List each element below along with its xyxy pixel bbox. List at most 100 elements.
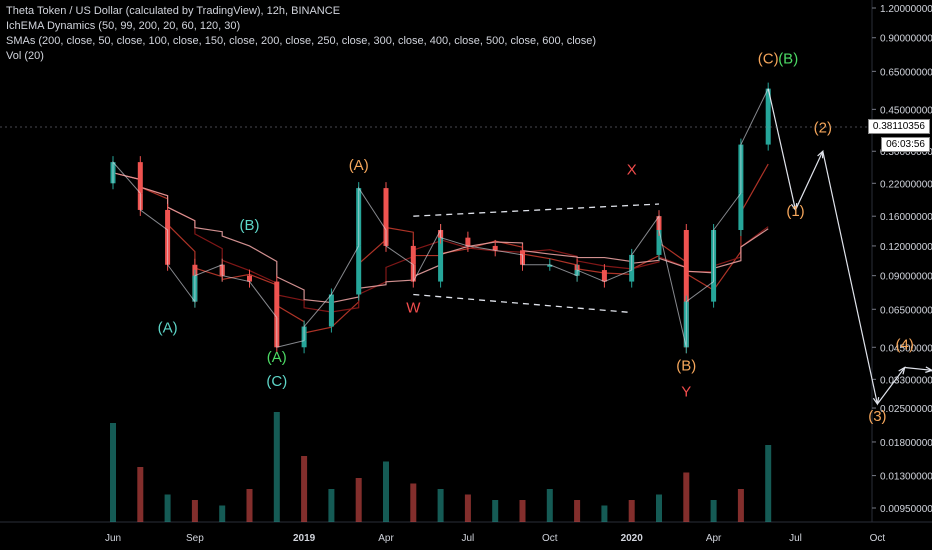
projection-line (876, 367, 906, 405)
y-tick-label: 0.01300000 (880, 472, 932, 483)
wave-label: (4) (896, 337, 914, 354)
price-candle (137, 162, 143, 194)
x-tick-label: Jul (462, 533, 475, 544)
wave-label: (3) (868, 408, 886, 425)
wave-label: (A) (349, 157, 369, 174)
projection-line (822, 151, 878, 405)
volume-bar (710, 500, 717, 522)
price-candle (438, 230, 444, 282)
price-candle (465, 237, 471, 246)
y-tick-label: 0.06500000 (880, 305, 932, 316)
volume-bar (519, 500, 526, 522)
y-tick-label: 0.22000000 (880, 179, 932, 190)
wave-label: (A) (267, 349, 287, 366)
wave-label: X (627, 161, 637, 178)
volume-bar (737, 489, 744, 522)
volume-bar (328, 489, 335, 522)
volume-bar (246, 489, 253, 522)
trendline (413, 203, 660, 217)
volume-bar (546, 489, 553, 522)
wave-label: (B) (778, 51, 798, 68)
y-tick-label: 1.20000000 (880, 4, 932, 15)
y-tick-label: 0.01800000 (880, 438, 932, 449)
volume-bar (164, 494, 171, 522)
volume-bar (410, 483, 417, 522)
volume-bar (273, 412, 280, 522)
y-tick-label: 0.04500000 (880, 343, 932, 354)
volume-bar (628, 500, 635, 522)
price-candle (247, 275, 252, 282)
legend-smas: SMAs (200, close, 50, close, 100, close,… (6, 35, 597, 47)
wave-label: (C) (758, 51, 779, 68)
price-line (112, 88, 769, 348)
y-tick-label: 0.03300000 (880, 375, 932, 386)
y-tick-label: 0.90000000 (880, 34, 932, 45)
projection-line (767, 88, 797, 211)
price-candle (274, 281, 280, 318)
last-price-tag: 0.38110356 (867, 119, 930, 134)
volume-bar (765, 445, 772, 522)
volume-bar (383, 461, 389, 522)
x-tick-label: Apr (706, 533, 722, 544)
price-candle (410, 245, 416, 265)
countdown-tag: 06:03:56 (881, 137, 930, 152)
x-tick-label: Oct (870, 533, 886, 544)
volume-bar (355, 478, 362, 522)
projection-arrowhead (898, 366, 906, 375)
volume-bar (219, 505, 226, 522)
x-tick-label: Sep (186, 533, 204, 544)
price-candle (356, 245, 362, 295)
y-tick-label: 0.09000000 (880, 272, 932, 283)
price-candle (383, 188, 389, 231)
price-candle (683, 230, 689, 348)
y-tick-label: 0.65000000 (880, 67, 932, 78)
wave-label: (2) (814, 119, 832, 136)
x-tick-label: 2020 (621, 533, 644, 544)
projection-line (794, 150, 824, 211)
wave-label: (B) (240, 217, 260, 234)
projection-arrowhead (925, 366, 932, 373)
legend-ichema: IchEMA Dynamics (50, 99, 200, 20, 60, 12… (6, 20, 241, 32)
price-candle (738, 193, 744, 231)
chart-legend: Theta Token / US Dollar (calculated by T… (6, 4, 596, 64)
volume-bar (110, 423, 116, 522)
y-tick-label: 0.30000000 (880, 147, 932, 158)
x-tick-label: Jul (789, 533, 802, 544)
volume-bar (437, 489, 444, 522)
wave-label: (B) (676, 357, 696, 374)
volume-bar (301, 456, 308, 522)
trendline (413, 293, 632, 314)
volume-bar (464, 494, 471, 522)
y-tick-label: 0.45000000 (880, 105, 932, 116)
legend-vol: Vol (20) (6, 50, 44, 62)
price-candle (765, 88, 771, 145)
volume-bar (656, 494, 662, 522)
x-tick-label: 2019 (293, 533, 316, 544)
projection-line (904, 366, 932, 371)
volume-bar (492, 500, 499, 522)
y-tick-label: 0.00950000 (880, 504, 932, 515)
volume-bar (574, 500, 581, 522)
x-tick-label: Oct (542, 533, 558, 544)
wave-label: (1) (786, 203, 804, 220)
price-candle (165, 209, 171, 231)
price-candle (492, 245, 498, 251)
wave-label: (A) (158, 319, 178, 336)
y-tick-label: 0.02500000 (880, 404, 932, 415)
price-candle (711, 281, 717, 302)
volume-bar (137, 467, 144, 522)
wave-label: (C) (266, 373, 287, 390)
x-tick-label: Apr (378, 533, 394, 544)
price-candle (547, 264, 553, 267)
y-tick-label: 0.12000000 (880, 242, 932, 253)
wave-label: Y (681, 383, 691, 400)
price-candle (328, 294, 334, 327)
y-tick-label: 0.16000000 (880, 212, 932, 223)
volume-bar (601, 505, 608, 522)
price-candle (601, 270, 607, 282)
volume-bar (683, 472, 690, 522)
wave-label: W (406, 300, 421, 317)
x-tick-label: Jun (105, 533, 121, 544)
